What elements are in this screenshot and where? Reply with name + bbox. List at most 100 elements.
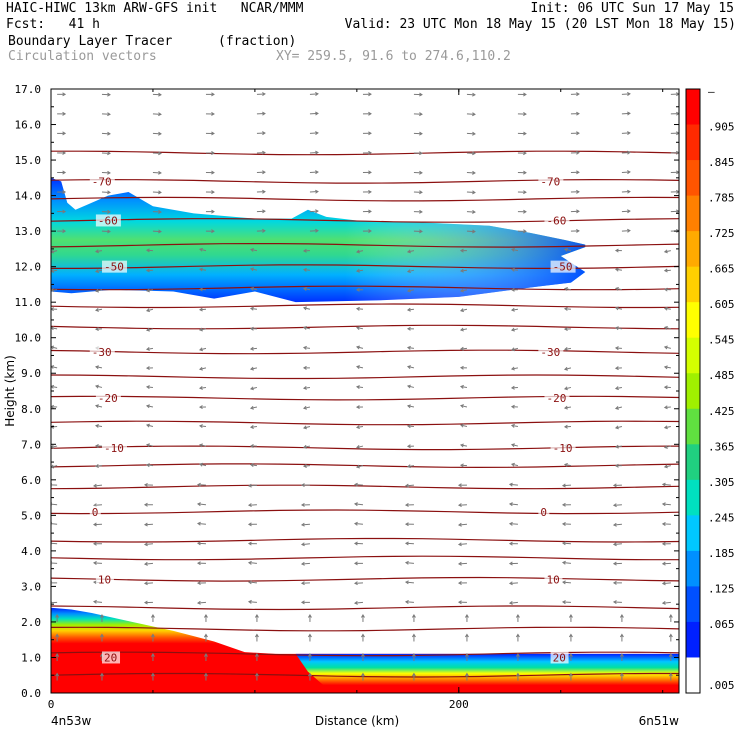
circulation-vector <box>564 248 572 252</box>
circulation-vector <box>93 504 103 506</box>
colorbar-swatch <box>686 621 700 658</box>
circulation-vector <box>146 424 154 428</box>
circulation-vector-head <box>457 561 462 566</box>
circulation-vector-head <box>62 209 67 214</box>
circulation-vector-head <box>249 286 254 291</box>
circulation-vector-head <box>93 522 97 527</box>
circulation-vector-head <box>107 170 111 175</box>
circulation-vector-head <box>62 92 67 97</box>
temperature-contour <box>51 484 679 490</box>
circulation-vector <box>95 366 103 369</box>
circulation-vector-head <box>303 306 307 311</box>
circulation-vector <box>356 250 364 253</box>
circulation-vector <box>511 308 518 311</box>
colorbar-swatch <box>686 124 700 161</box>
circulation-vector <box>458 562 467 565</box>
circulation-vector-head <box>199 327 203 332</box>
contour-label: 20 <box>553 651 566 664</box>
circulation-vector-head <box>95 384 99 389</box>
circulation-vector-head <box>614 267 619 272</box>
circulation-vector-head <box>93 561 97 565</box>
circulation-vector-head <box>368 229 372 233</box>
contour-label-bg <box>538 505 550 518</box>
header-line1-left: HAIC-HIWC 13km ARW-GFS init NCAR/MMM <box>6 1 304 16</box>
circulation-vector <box>621 230 630 232</box>
circulation-vector-head <box>472 92 476 97</box>
circulation-vector-head <box>307 672 312 677</box>
circulation-vector-head <box>406 424 411 429</box>
circulation-vector-head <box>302 345 307 350</box>
circulation-vector-head <box>419 151 423 156</box>
circulation-vector-head <box>661 502 666 507</box>
circulation-vector-head <box>107 92 111 97</box>
circulation-vector-head <box>300 561 305 566</box>
circulation-vector <box>511 328 519 331</box>
circulation-vector-head <box>510 443 515 448</box>
circulation-vector-head <box>508 600 513 605</box>
circulation-vector-head <box>663 425 668 430</box>
circulation-vector-head <box>196 482 201 487</box>
temperature-contour <box>51 576 679 582</box>
circulation-vector-head <box>668 653 673 657</box>
circulation-vector-head <box>203 613 208 618</box>
circulation-vector-head <box>612 503 617 508</box>
temperature-contour <box>51 555 679 561</box>
circulation-vector-head <box>561 522 566 526</box>
circulation-vector <box>511 444 519 447</box>
circulation-vector-head <box>576 170 580 175</box>
circulation-vector-head <box>661 600 666 605</box>
circulation-vector <box>407 385 415 388</box>
circulation-vector <box>354 523 364 525</box>
circulation-vector-head <box>143 581 148 586</box>
circulation-vector-head <box>368 150 372 155</box>
circulation-vector-head <box>95 308 99 312</box>
circulation-vector-head <box>661 581 666 586</box>
circulation-vector <box>613 504 622 506</box>
contour-label-bg <box>89 505 101 518</box>
circulation-vector-head <box>254 613 259 618</box>
circulation-vector-head <box>612 580 617 585</box>
circulation-vector-head <box>614 306 619 311</box>
circulation-vector-head <box>150 653 155 657</box>
circulation-vector-head <box>523 92 527 97</box>
circulation-vector-head <box>196 581 201 586</box>
circulation-vector-head <box>576 131 580 136</box>
circulation-vector <box>197 522 207 525</box>
circulation-vector <box>197 542 206 545</box>
circulation-vector <box>662 503 671 506</box>
circulation-vector <box>93 484 103 487</box>
circulation-vector <box>615 287 623 291</box>
circulation-vector-head <box>262 228 266 233</box>
circulation-vector-head <box>510 347 515 352</box>
y-tick-label: 2.0 <box>21 616 41 629</box>
circulation-vector-head <box>254 633 259 638</box>
circulation-vector-head <box>146 423 150 428</box>
circulation-vector <box>146 308 154 312</box>
contour-label: -60 <box>98 214 118 227</box>
circulation-vector-head <box>576 228 580 233</box>
circulation-vector <box>621 93 630 95</box>
circulation-vector-head <box>661 541 666 546</box>
circulation-vector <box>51 327 58 330</box>
circulation-vector <box>146 289 154 292</box>
circulation-vector-head <box>158 170 162 175</box>
circulation-vector-head <box>300 502 305 507</box>
y-tick-label: 6.0 <box>21 474 41 487</box>
contour-label-bg <box>544 573 563 586</box>
circulation-vector-head <box>360 633 365 638</box>
circulation-vector <box>562 581 571 584</box>
circulation-vector <box>664 445 671 449</box>
circulation-vector-head <box>143 482 148 487</box>
circulation-vector <box>146 405 154 408</box>
circulation-vector <box>146 444 154 447</box>
circulation-vector-head <box>459 384 464 389</box>
circulation-vector-head <box>143 561 148 566</box>
x-tick-label: 0 <box>48 698 55 711</box>
circulation-vector-head <box>303 425 307 430</box>
circulation-vector-head <box>614 286 619 291</box>
circulation-vector-head <box>302 287 307 291</box>
circulation-vector-head <box>211 151 215 155</box>
circulation-vector <box>511 424 519 428</box>
circulation-vector-head <box>55 653 60 657</box>
contour-label-bg <box>95 392 121 405</box>
